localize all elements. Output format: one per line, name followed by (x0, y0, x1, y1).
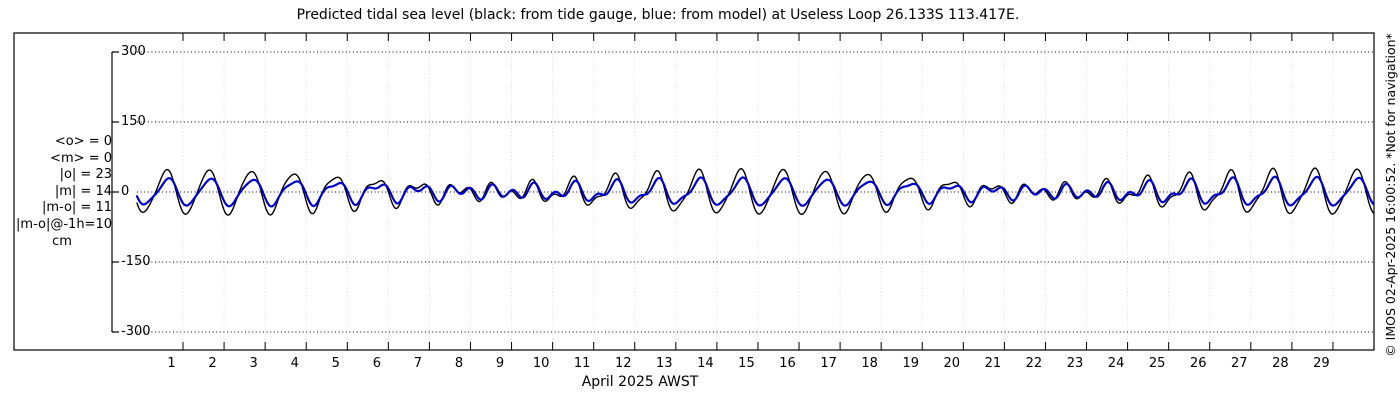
y-tick-label: -300 (121, 324, 151, 339)
y-tick-label: -150 (121, 254, 151, 269)
stat-abs-diff: |m-o| = 11 (41, 200, 112, 216)
x-tick-label: 27 (1231, 356, 1248, 371)
x-tick-label: 7 (413, 356, 423, 371)
y-tick-label: 0 (121, 184, 130, 199)
copyright-watermark: © IMOS 02-Apr-2025 16:00:52. *Not for na… (1383, 33, 1398, 357)
plot-frame (13, 32, 1375, 351)
x-tick-label: 14 (697, 356, 714, 371)
model-curve (135, 175, 1374, 208)
x-tick-label: 11 (573, 356, 591, 371)
stat-mean-model: <m> = 0 (50, 150, 112, 166)
x-tick-label: 10 (532, 356, 550, 371)
x-tick-label: 21 (984, 356, 1002, 371)
x-tick-label: 17 (820, 356, 837, 371)
x-tick-label: 12 (614, 356, 632, 371)
x-tick-label: 18 (861, 356, 878, 371)
x-tick-label: 13 (656, 356, 673, 371)
x-tick-label: 2 (208, 356, 217, 371)
x-tick-label: 6 (372, 356, 381, 371)
stat-unit-label: cm (52, 233, 72, 249)
xaxis-title: April 2025 AWST (581, 374, 699, 390)
x-tick-label: 29 (1313, 356, 1330, 371)
chart-title: Predicted tidal sea level (black: from t… (296, 7, 1020, 23)
x-tick-label: 20 (943, 356, 961, 371)
x-tick-label: 15 (738, 356, 755, 371)
y-tick-label: 300 (121, 44, 146, 59)
x-tick-label: 19 (902, 356, 919, 371)
x-tick-label: 25 (1148, 356, 1166, 371)
x-tick-label: 22 (1025, 356, 1043, 371)
stats-block: <o> = 0 <m> = 0 |o| = 23 |m| = 14 |m-o| … (12, 134, 112, 250)
y-tick-label: 150 (121, 114, 146, 129)
x-tick-label: 1 (167, 356, 176, 371)
stat-abs-obs: |o| = 23 (59, 167, 112, 183)
x-tick-label: 23 (1066, 356, 1084, 371)
x-tick-label: 28 (1272, 356, 1289, 371)
x-tick-label: 24 (1107, 356, 1125, 371)
stat-abs-model: |m| = 14 (54, 183, 112, 199)
x-tick-label: 5 (331, 356, 340, 371)
stat-abs-diff-lagged: |m-o|@-1h=10 (16, 216, 112, 232)
x-tick-label: 3 (249, 356, 258, 371)
x-tick-label: 4 (290, 356, 299, 371)
x-tick-label: 16 (779, 356, 796, 371)
x-tick-label: 9 (495, 356, 505, 371)
x-tick-label: 8 (454, 356, 464, 371)
x-tick-label: 26 (1189, 356, 1207, 371)
stat-mean-obs: <o> = 0 (54, 134, 112, 149)
